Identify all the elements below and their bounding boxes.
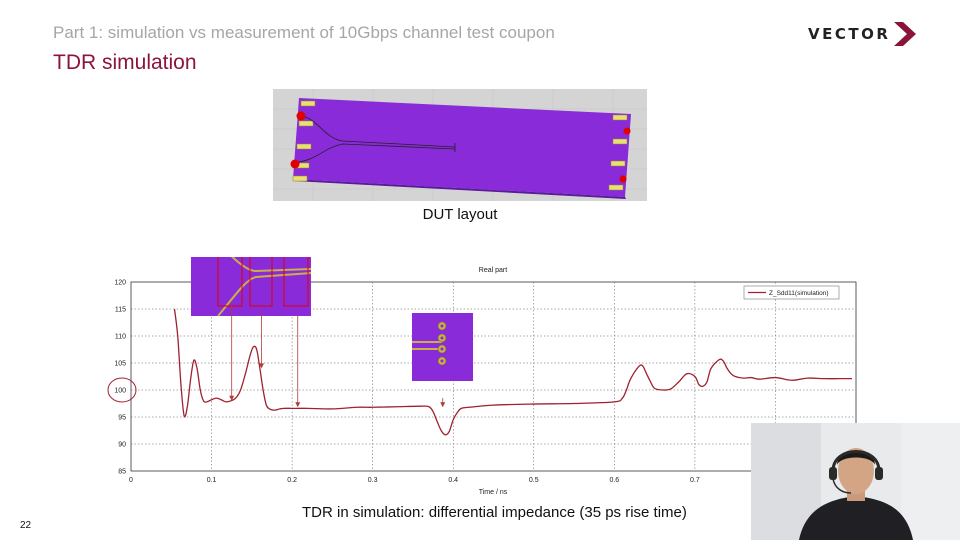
x-tick-label: 0.3 bbox=[368, 477, 378, 484]
trace-transition-inset bbox=[191, 257, 312, 317]
annotation-arrows bbox=[229, 300, 446, 408]
series-line bbox=[173, 308, 852, 436]
y-tick-label: 105 bbox=[114, 361, 126, 368]
slide-title: TDR simulation bbox=[53, 51, 197, 74]
chart-title: Real part bbox=[479, 267, 507, 274]
y-tick-label: 100 bbox=[114, 388, 126, 395]
legend-box bbox=[743, 285, 840, 300]
x-tick-label: 0.2 bbox=[287, 477, 297, 484]
x-tick-label: 0 bbox=[129, 477, 133, 484]
tdr-chart: Real part 0 0.1 0.2 0.3 0.4 0.5 0.6 0.7 85 90 95 10… bbox=[107, 257, 857, 496]
y-tick-label: 95 bbox=[118, 415, 126, 422]
y-tick-label: 90 bbox=[118, 442, 126, 449]
slide-subtitle: Part 1: simulation vs measurement of 10G… bbox=[53, 23, 555, 42]
vector-logo: VECTOR bbox=[808, 22, 917, 46]
reference-100-ohm-circle bbox=[107, 377, 137, 403]
y-tick-label: 110 bbox=[115, 334, 126, 341]
annotation-arrow-head bbox=[259, 363, 264, 369]
dut-caption: DUT layout bbox=[422, 206, 498, 223]
y-tick-label: 115 bbox=[115, 307, 126, 314]
x-tick-label: 0.5 bbox=[529, 477, 539, 484]
x-axis-label: Time / ns bbox=[479, 489, 508, 496]
x-tick-label: 0.4 bbox=[448, 477, 458, 484]
y-tick-label: 85 bbox=[118, 469, 126, 476]
axis-ticks: 0 0.1 0.2 0.3 0.4 0.5 0.6 0.7 85 90 95 100 105 110 115… bbox=[114, 280, 700, 485]
annotation-arrow-head bbox=[295, 402, 301, 408]
y-tick-label: 120 bbox=[114, 280, 126, 287]
logo-chevron-icon bbox=[894, 22, 917, 46]
logo-text: VECTOR bbox=[808, 25, 891, 43]
x-tick-label: 0.1 bbox=[207, 477, 217, 484]
presenter-webcam-video bbox=[751, 423, 960, 540]
via-transition-inset bbox=[412, 313, 473, 381]
x-tick-label: 0.7 bbox=[690, 477, 700, 484]
annotation-arrow-head bbox=[440, 402, 446, 408]
x-tick-label: 0.6 bbox=[609, 477, 619, 484]
series-layer bbox=[173, 308, 852, 436]
dut-layout-image bbox=[273, 89, 647, 201]
page-number: 22 bbox=[20, 520, 32, 531]
annotation-arrow-head bbox=[229, 395, 235, 401]
legend-label: Z_Sdd11(simulation) bbox=[769, 290, 829, 297]
chart-caption: TDR in simulation: differential impedanc… bbox=[302, 504, 687, 521]
